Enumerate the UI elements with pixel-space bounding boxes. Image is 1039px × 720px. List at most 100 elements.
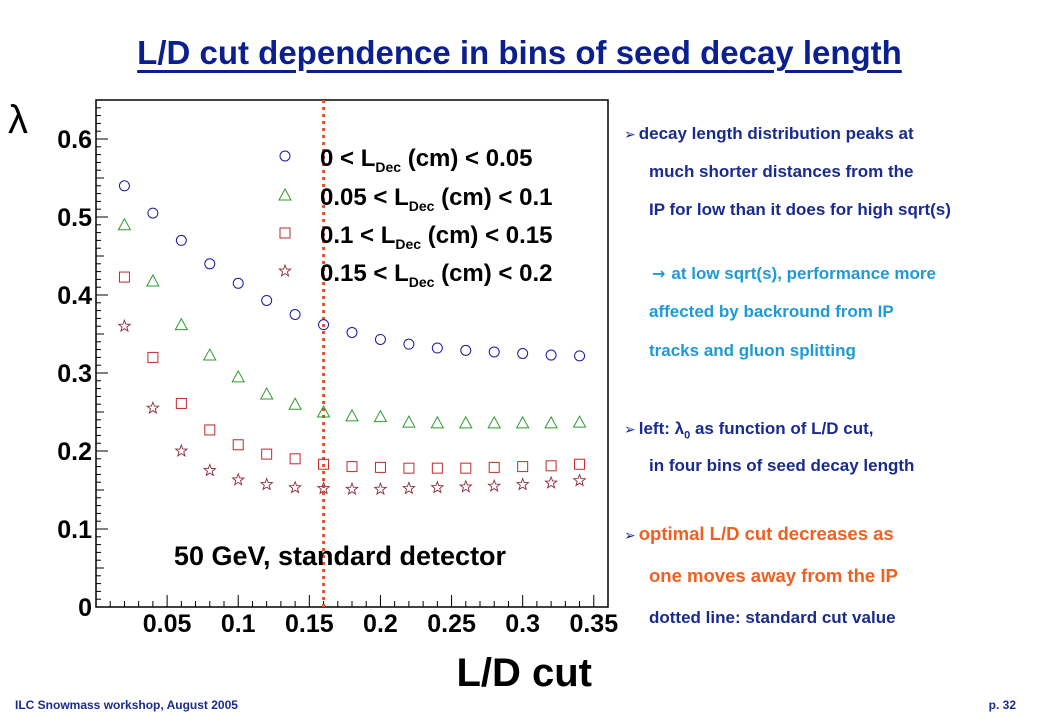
note-text: at low sqrt(s), performance more: [671, 264, 936, 283]
triangle-marker: [487, 415, 502, 429]
note-sub-1-line-3: tracks and gluon splitting: [649, 341, 856, 360]
star-marker: [288, 480, 303, 494]
x-tick-label: 0.35: [569, 610, 618, 638]
circle-marker: [175, 234, 187, 246]
note-bullet-3-line-2: one moves away from the IP: [649, 565, 898, 586]
circle-marker: [279, 150, 291, 162]
star-marker: [572, 473, 587, 487]
x-tick-label: 0.3: [505, 610, 540, 638]
square-marker: [289, 453, 301, 465]
triangle-marker: [117, 217, 132, 231]
circle-marker: [488, 346, 500, 358]
triangle-marker: [316, 404, 331, 418]
square-marker: [147, 351, 159, 363]
y-tick-label: 0.2: [57, 438, 92, 466]
note-bullet-2-line-2: in four bins of seed decay length: [649, 456, 915, 475]
legend-entry: 0.1 < LDec (cm) < 0.15: [320, 222, 552, 252]
square-marker: [545, 460, 557, 472]
x-axis-label: L/D cut: [456, 651, 592, 695]
y-tick-label: 0.3: [57, 360, 92, 388]
x-tick-label: 0.15: [285, 610, 334, 638]
bullet-arrow-icon: ➢: [624, 127, 636, 143]
note-text: decay length distribution peaks at: [638, 124, 914, 143]
circle-marker: [460, 344, 472, 356]
circle-marker: [517, 348, 529, 359]
lambda-vs-ld-cut-chart: 0.05 0.1 0.15 0.2 0.25 0.3 0.35 0 0.1 0.2 0.3 0.4 0.…: [8, 98, 618, 695]
y-tick-label: 0.6: [57, 126, 92, 154]
x-tick-label: 0.1: [221, 610, 256, 638]
circle-marker: [318, 319, 330, 331]
square-marker: [279, 227, 291, 239]
note-sub-1: → at low sqrt(s), performance more: [652, 264, 936, 284]
star-marker: [145, 400, 160, 415]
square-marker: [517, 461, 529, 473]
triangle-marker: [278, 187, 292, 201]
star-marker: [231, 472, 246, 486]
x-tick-label: 0.2: [363, 610, 398, 638]
square-marker: [204, 424, 216, 436]
footer-event: ILC Snowmass workshop, August 2005: [15, 698, 238, 712]
lambda-symbol: λ0: [674, 419, 691, 442]
square-marker: [118, 271, 130, 283]
bullet-arrow-icon: ➢: [624, 528, 636, 544]
triangle-marker: [458, 415, 473, 429]
star-marker: [345, 481, 359, 496]
y-axis-label: λ: [8, 98, 28, 142]
x-tick-label: 0.05: [143, 610, 192, 638]
star-marker: [117, 318, 132, 333]
triangle-marker: [572, 415, 587, 428]
triangle-marker: [202, 348, 217, 361]
triangle-marker: [231, 369, 246, 383]
triangle-marker: [402, 415, 416, 428]
square-marker: [346, 461, 358, 473]
circle-marker: [403, 338, 415, 350]
triangle-marker: [288, 397, 302, 410]
y-tick-label: 0.4: [57, 282, 92, 310]
star-marker: [430, 480, 445, 494]
square-marker: [261, 448, 273, 460]
star-marker: [316, 481, 331, 495]
triangle-marker: [430, 415, 445, 429]
circle-marker: [118, 180, 130, 192]
y-tick-label: 0.5: [57, 204, 92, 232]
star-marker: [515, 477, 530, 491]
triangle-marker: [174, 317, 189, 331]
note-bullet-1-line-2: much shorter distances from the: [649, 162, 914, 181]
note-bullet-1: ➢ decay length distribution peaks at: [624, 124, 914, 144]
page-number: p. 32: [988, 698, 1016, 712]
square-marker: [574, 458, 586, 470]
triangle-marker: [146, 273, 160, 287]
square-marker: [431, 462, 443, 474]
square-marker: [488, 461, 500, 473]
note-sub-1-line-2: affected by backround from IP: [649, 302, 894, 321]
note-cut-description: dotted line: standard cut value: [649, 608, 896, 627]
circle-marker: [147, 207, 159, 219]
note-bullet-2: ➢ left: λ0 as function of L/D cut,: [624, 419, 873, 441]
star-marker: [202, 463, 217, 477]
circle-marker: [431, 342, 443, 354]
circle-marker: [574, 350, 586, 362]
right-arrow-icon: →: [652, 264, 666, 283]
y-tick-label: 0: [78, 594, 92, 622]
star-marker: [174, 443, 189, 457]
note-bullet-3: ➢ optimal L/D cut decreases as: [624, 523, 894, 545]
circle-marker: [204, 258, 216, 270]
square-marker: [232, 439, 244, 451]
triangle-marker: [544, 415, 558, 429]
star-marker: [373, 481, 388, 496]
star-marker: [401, 481, 416, 495]
circle-marker: [232, 277, 244, 289]
bullet-arrow-icon: ➢: [624, 422, 636, 438]
square-marker: [175, 397, 187, 409]
legend-entry: 0.15 < LDec (cm) < 0.2: [320, 260, 552, 290]
square-marker: [403, 462, 415, 474]
note-text: left:: [638, 419, 670, 438]
triangle-marker: [259, 387, 274, 400]
legend-entry: 0 < LDec (cm) < 0.05: [320, 145, 532, 175]
circle-marker: [374, 333, 386, 345]
triangle-marker: [345, 408, 359, 422]
star-marker: [544, 475, 558, 489]
star-marker: [278, 263, 292, 277]
triangle-marker: [515, 415, 530, 429]
note-text: optimal L/D cut decreases as: [638, 523, 894, 544]
